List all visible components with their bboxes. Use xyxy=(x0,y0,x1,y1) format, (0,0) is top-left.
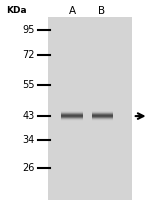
Text: A: A xyxy=(68,6,76,16)
Text: B: B xyxy=(98,6,106,16)
FancyBboxPatch shape xyxy=(48,17,132,200)
Text: 72: 72 xyxy=(22,50,34,60)
Text: KDa: KDa xyxy=(6,6,27,15)
Text: 26: 26 xyxy=(22,163,34,173)
Text: 34: 34 xyxy=(22,135,34,144)
Text: 95: 95 xyxy=(22,25,34,35)
Text: 43: 43 xyxy=(22,111,34,121)
Text: 55: 55 xyxy=(22,80,34,90)
